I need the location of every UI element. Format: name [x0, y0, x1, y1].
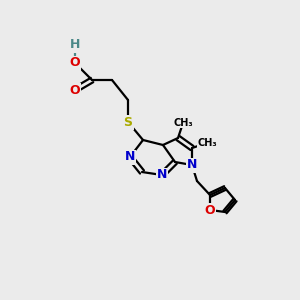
Text: O: O	[205, 203, 215, 217]
Text: N: N	[157, 169, 167, 182]
Text: CH₃: CH₃	[173, 118, 193, 128]
Text: CH₃: CH₃	[197, 138, 217, 148]
Text: O: O	[70, 83, 80, 97]
Text: O: O	[70, 56, 80, 70]
Text: S: S	[124, 116, 133, 128]
Text: H: H	[70, 38, 80, 52]
Text: N: N	[187, 158, 197, 172]
Text: N: N	[125, 151, 135, 164]
